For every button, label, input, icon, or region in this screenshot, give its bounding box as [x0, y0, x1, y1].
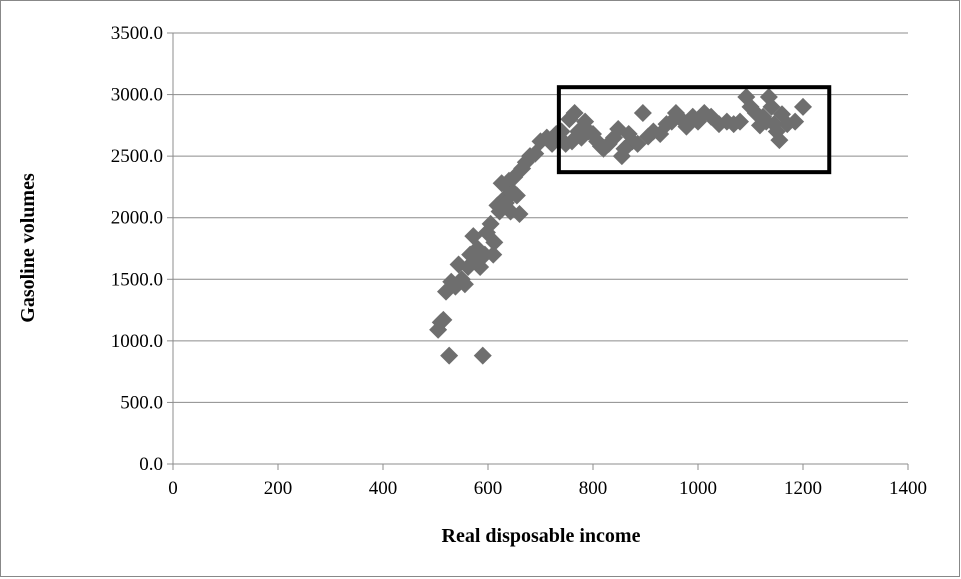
data-point: [731, 112, 749, 131]
y-tick-label: 3000.0: [111, 85, 163, 106]
x-tick-label: 400: [369, 478, 398, 499]
data-point: [481, 214, 500, 233]
x-axis-title: Real disposable income: [442, 525, 641, 547]
data-point: [455, 275, 474, 294]
y-tick-label: 1500.0: [111, 269, 163, 290]
data-point: [507, 186, 526, 205]
data-point: [633, 104, 652, 123]
x-tick-label: 1000: [679, 478, 717, 499]
data-point: [485, 233, 504, 252]
highlight-box-layer: [556, 85, 832, 175]
data-point: [510, 205, 529, 224]
y-tick-label: 500.0: [120, 392, 163, 413]
data-point: [794, 97, 812, 116]
y-tick-label: 2000.0: [111, 208, 163, 229]
x-tick-labels: 0 200 400 600 800 1000 1200 1400: [168, 478, 927, 499]
x-tick-label: 1200: [784, 478, 822, 499]
data-points: [429, 88, 812, 365]
x-tick-label: 800: [579, 478, 608, 499]
highlight-box: [556, 85, 832, 175]
data-point: [605, 128, 623, 147]
data-point: [572, 128, 591, 147]
data-point: [484, 245, 503, 264]
data-point: [434, 310, 453, 329]
y-tick-label: 1000.0: [111, 331, 163, 352]
data-point: [473, 346, 492, 365]
x-tick-label: 200: [264, 478, 293, 499]
data-point: [565, 104, 584, 123]
x-tick-label: 600: [474, 478, 503, 499]
y-tick-label: 2500.0: [111, 146, 163, 167]
data-point: [440, 346, 459, 365]
y-tick-label: 0.0: [139, 454, 163, 475]
data-point: [786, 112, 805, 131]
data-point: [770, 131, 789, 150]
y-tick-labels: 0.0 500.0 1000.0 1500.0 2000.0 2500.0 3000.0 35…: [111, 23, 163, 475]
axes: [167, 32, 909, 470]
y-axis-title: Gasoline volumes: [17, 173, 39, 323]
x-tick-label: 0: [168, 478, 178, 499]
y-tick-label: 3500.0: [111, 23, 163, 44]
x-tick-label: 1400: [889, 478, 927, 499]
